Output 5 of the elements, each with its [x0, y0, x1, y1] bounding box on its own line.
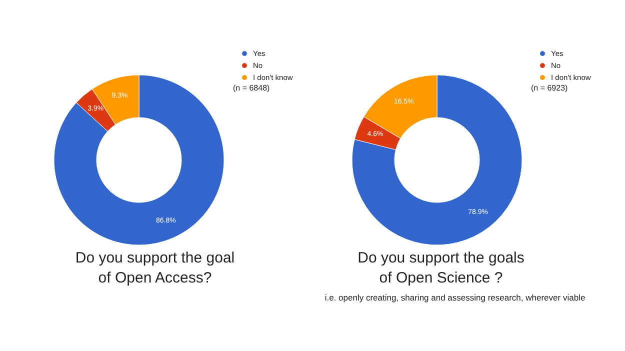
text: Do you support the goals of Open Science ? — [358, 250, 524, 286]
text: Do you support the goal of Open Access? — [75, 250, 235, 286]
text: (n = 6848) — [233, 84, 270, 92]
text: i.e. openly creating, sharing and assessing research, wherever viable — [324, 292, 586, 302]
text: (n = 6923) — [531, 84, 568, 92]
